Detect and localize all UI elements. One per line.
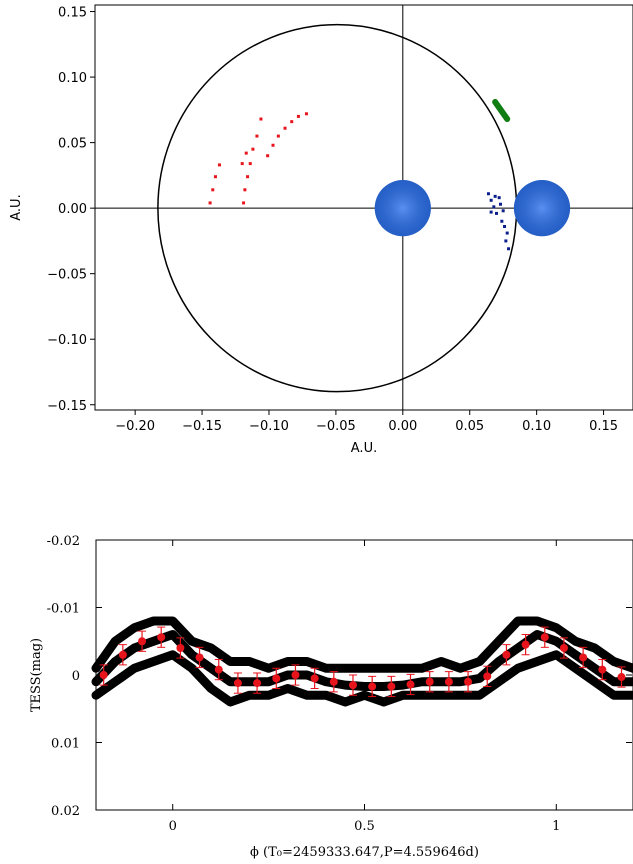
y-tick-label: -0.02: [47, 534, 80, 549]
bin-mean: [483, 672, 492, 681]
point: [240, 162, 244, 166]
point: [213, 175, 217, 179]
x-tick-label: −0.05: [316, 419, 356, 434]
y-tick-label: 0.00: [58, 202, 87, 217]
bin-mean: [521, 640, 530, 649]
x-tick-label: −0.20: [115, 419, 155, 434]
light-curve-chart: 0 0.5 1 -0.02 -0.01 0 0.01 0.02 ϕ (T₀=2459333.64…: [29, 534, 633, 860]
point: [486, 192, 490, 196]
point: [244, 151, 248, 155]
x-tick-label: −0.10: [249, 419, 289, 434]
bin-mean: [214, 665, 223, 674]
segment: [492, 98, 511, 123]
point: [276, 134, 280, 138]
bin-mean: [157, 633, 166, 642]
bin-mean: [291, 671, 300, 679]
body-shine: [513, 180, 571, 237]
plot-frame: [94, 4, 633, 411]
bin-mean: [253, 679, 262, 688]
point: [503, 225, 507, 229]
point: [290, 120, 294, 124]
point: [251, 147, 255, 151]
y-tick-label: 0.05: [58, 137, 87, 152]
bin-mean: [118, 650, 127, 659]
data-band: [91, 616, 633, 673]
point: [499, 202, 503, 206]
bin-mean: [464, 677, 473, 686]
point: [248, 162, 252, 166]
body-shine: [374, 180, 431, 237]
point: [501, 209, 505, 213]
point: [505, 231, 509, 235]
y-tick-label: −0.15: [47, 399, 87, 414]
point: [493, 194, 497, 198]
bin-mean: [99, 671, 108, 679]
y-tick-label: 0: [72, 669, 80, 684]
point: [283, 126, 287, 130]
point: [500, 219, 504, 223]
y-tick-label: 0.15: [58, 6, 87, 21]
point: [304, 112, 308, 116]
x-axis-label: A.U.: [351, 441, 377, 456]
point: [497, 196, 501, 200]
bin-mean: [368, 682, 377, 691]
point: [246, 175, 250, 179]
bin-mean: [310, 674, 319, 683]
y-tick-label: 0.10: [58, 71, 87, 86]
x-tick-label: 0.5: [354, 819, 375, 834]
x-tick-label: 0.00: [388, 419, 417, 434]
bin-mean: [502, 650, 511, 659]
bin-mean: [444, 677, 453, 686]
point: [296, 114, 300, 118]
point: [243, 188, 247, 192]
y-tick-label: −0.10: [47, 333, 87, 348]
point: [507, 247, 511, 251]
bin-mean: [329, 677, 338, 686]
point: [489, 198, 493, 202]
y-tick-label: -0.01: [47, 602, 80, 617]
bin-mean: [176, 644, 185, 652]
bin-mean: [387, 682, 396, 691]
y-tick-label: 0.02: [51, 804, 80, 819]
data-band: [91, 650, 633, 707]
x-tick-label: 0.15: [589, 419, 618, 434]
point: [489, 210, 493, 214]
x-tick-label: 1: [552, 819, 560, 834]
x-tick-label: −0.15: [182, 419, 222, 434]
point: [242, 201, 246, 205]
bin-mean: [233, 679, 242, 688]
bin-mean: [406, 680, 415, 689]
bin-mean: [598, 665, 607, 674]
y-tick-label: 0.01: [51, 737, 80, 752]
bin-mean: [617, 673, 626, 682]
bin-mean: [195, 653, 204, 662]
x-tick-label: 0.05: [455, 419, 484, 434]
bin-mean: [579, 653, 588, 662]
point: [271, 143, 275, 147]
point: [208, 201, 212, 205]
x-tick-label: 0: [169, 819, 177, 834]
point: [504, 239, 508, 243]
y-axis-label: TESS(mag): [29, 638, 44, 712]
point: [259, 117, 263, 121]
y-tick-label: −0.05: [47, 268, 87, 283]
bin-mean: [348, 681, 357, 690]
y-axis-label: A.U.: [9, 194, 24, 220]
bin-mean: [425, 677, 434, 686]
bin-mean: [559, 644, 568, 652]
point: [255, 134, 259, 138]
point: [494, 211, 498, 215]
plot-frame: [95, 539, 633, 811]
x-axis-label: ϕ (T₀=2459333.647,P=4.559646d): [250, 845, 479, 860]
point: [211, 188, 215, 192]
point: [217, 163, 221, 167]
point: [492, 205, 496, 209]
orbit-chart: −0.20 −0.15 −0.10 −0.05 0.00 0.05 0.10 0.15 −0.1…: [9, 4, 633, 456]
bin-mean: [138, 637, 147, 646]
bin-mean: [272, 674, 281, 683]
point: [266, 154, 270, 158]
bin-mean: [540, 633, 549, 642]
x-tick-label: 0.10: [522, 419, 551, 434]
